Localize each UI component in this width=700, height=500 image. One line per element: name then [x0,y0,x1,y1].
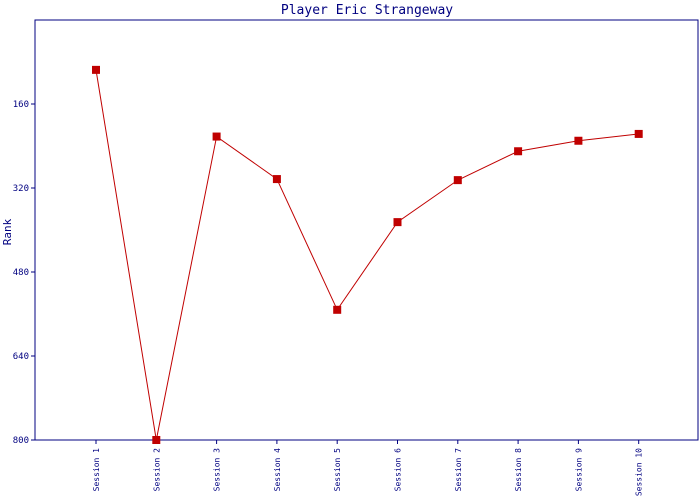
data-point-marker [574,136,583,145]
data-point-marker [634,129,643,138]
data-point-marker [152,436,161,444]
x-tick-label: Session 5 [333,448,342,492]
x-tick-label: Session 8 [514,448,523,492]
x-tick-label: Session 10 [635,448,644,496]
x-tick-label: Session 7 [454,448,463,492]
y-tick-label: 480 [13,268,29,278]
x-tick-label: Session 2 [152,448,161,492]
data-point-marker [92,65,100,74]
y-tick-label: 800 [13,436,29,446]
y-tick-label: 320 [13,184,29,194]
x-tick-label: Session 1 [92,448,101,492]
x-tick-label: Session 3 [213,448,222,492]
data-point-marker [453,176,462,185]
y-axis-ticks: 160 320 480 640 800 [13,100,35,446]
data-point-marker [333,305,342,314]
series-group [92,65,643,444]
data-point-marker [212,132,221,141]
data-point-marker [272,175,281,184]
x-tick-label: Session 4 [273,448,282,492]
chart-title: Player Eric Strangeway [281,3,453,18]
plot-area [34,19,699,441]
x-tick-label: Session 9 [574,448,583,492]
y-tick-label: 640 [13,352,29,362]
x-tick-label: Session 6 [394,448,403,492]
y-tick-label: 160 [13,100,29,110]
y-axis-label: Rank [1,218,14,245]
data-point-marker [514,147,523,156]
x-axis-ticks: Session 1 Session 2 Session 3 Session 4 Sess… [92,440,644,496]
data-point-marker [393,218,402,227]
series-line [95,69,639,441]
